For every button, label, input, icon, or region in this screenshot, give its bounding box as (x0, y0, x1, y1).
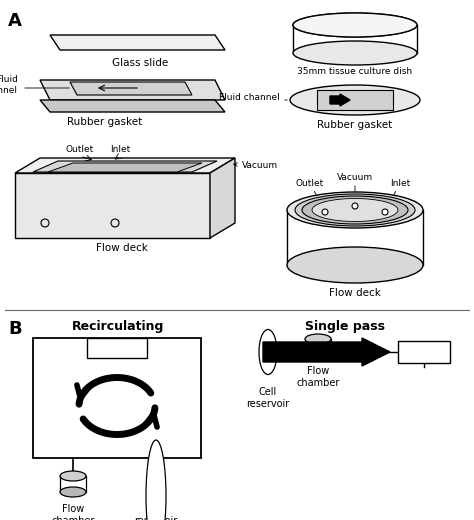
Text: Pump: Pump (408, 347, 440, 357)
Text: Flow deck: Flow deck (96, 243, 148, 253)
Bar (87, 338, 147, 358)
Text: Outlet: Outlet (296, 179, 324, 188)
Text: Fluid
channel: Fluid channel (0, 75, 18, 95)
Text: Inlet: Inlet (390, 179, 410, 188)
Text: Flow deck: Flow deck (329, 288, 381, 298)
Text: Single pass: Single pass (305, 320, 385, 333)
Text: Rubber gasket: Rubber gasket (318, 120, 392, 130)
Ellipse shape (287, 192, 423, 228)
Text: Flow
chamber: Flow chamber (51, 504, 95, 520)
Text: Cell
reservoir: Cell reservoir (246, 387, 290, 409)
Ellipse shape (60, 487, 86, 497)
Polygon shape (48, 163, 202, 172)
Ellipse shape (60, 471, 86, 481)
Ellipse shape (293, 13, 417, 37)
Polygon shape (50, 35, 225, 50)
Ellipse shape (287, 247, 423, 283)
Text: Glass slide: Glass slide (112, 58, 168, 68)
Text: B: B (8, 320, 22, 338)
Text: Outlet: Outlet (66, 145, 94, 154)
Polygon shape (33, 161, 217, 172)
Bar (33, 338, 201, 458)
Polygon shape (15, 173, 210, 238)
Polygon shape (70, 82, 192, 95)
Ellipse shape (295, 194, 415, 226)
FancyArrow shape (330, 94, 350, 106)
Ellipse shape (302, 196, 408, 224)
Text: Flow
chamber: Flow chamber (296, 366, 340, 387)
Polygon shape (210, 158, 235, 238)
Ellipse shape (146, 440, 166, 520)
Text: Recirculating: Recirculating (72, 320, 164, 333)
Text: Inlet: Inlet (110, 145, 130, 154)
Circle shape (322, 209, 328, 215)
Bar (317, 90, 393, 110)
Ellipse shape (290, 85, 420, 115)
Text: Vacuum: Vacuum (234, 162, 278, 171)
Ellipse shape (259, 330, 277, 374)
Text: A: A (8, 12, 22, 30)
Polygon shape (40, 100, 225, 112)
Text: Fluid channel: Fluid channel (219, 94, 280, 102)
Ellipse shape (305, 351, 331, 361)
Ellipse shape (305, 334, 331, 344)
Text: 35mm tissue culture dish: 35mm tissue culture dish (298, 67, 412, 76)
Text: Vacuum: Vacuum (337, 173, 373, 182)
Ellipse shape (312, 199, 398, 222)
Bar (398, 341, 450, 363)
Ellipse shape (293, 13, 417, 37)
Text: Rubber gasket: Rubber gasket (67, 117, 143, 127)
Polygon shape (15, 158, 235, 173)
Ellipse shape (293, 41, 417, 65)
Circle shape (382, 209, 388, 215)
Text: Cell
reservoir: Cell reservoir (134, 504, 178, 520)
Circle shape (352, 203, 358, 209)
FancyArrow shape (263, 338, 390, 366)
Polygon shape (40, 80, 225, 100)
Text: Pump: Pump (101, 343, 133, 353)
